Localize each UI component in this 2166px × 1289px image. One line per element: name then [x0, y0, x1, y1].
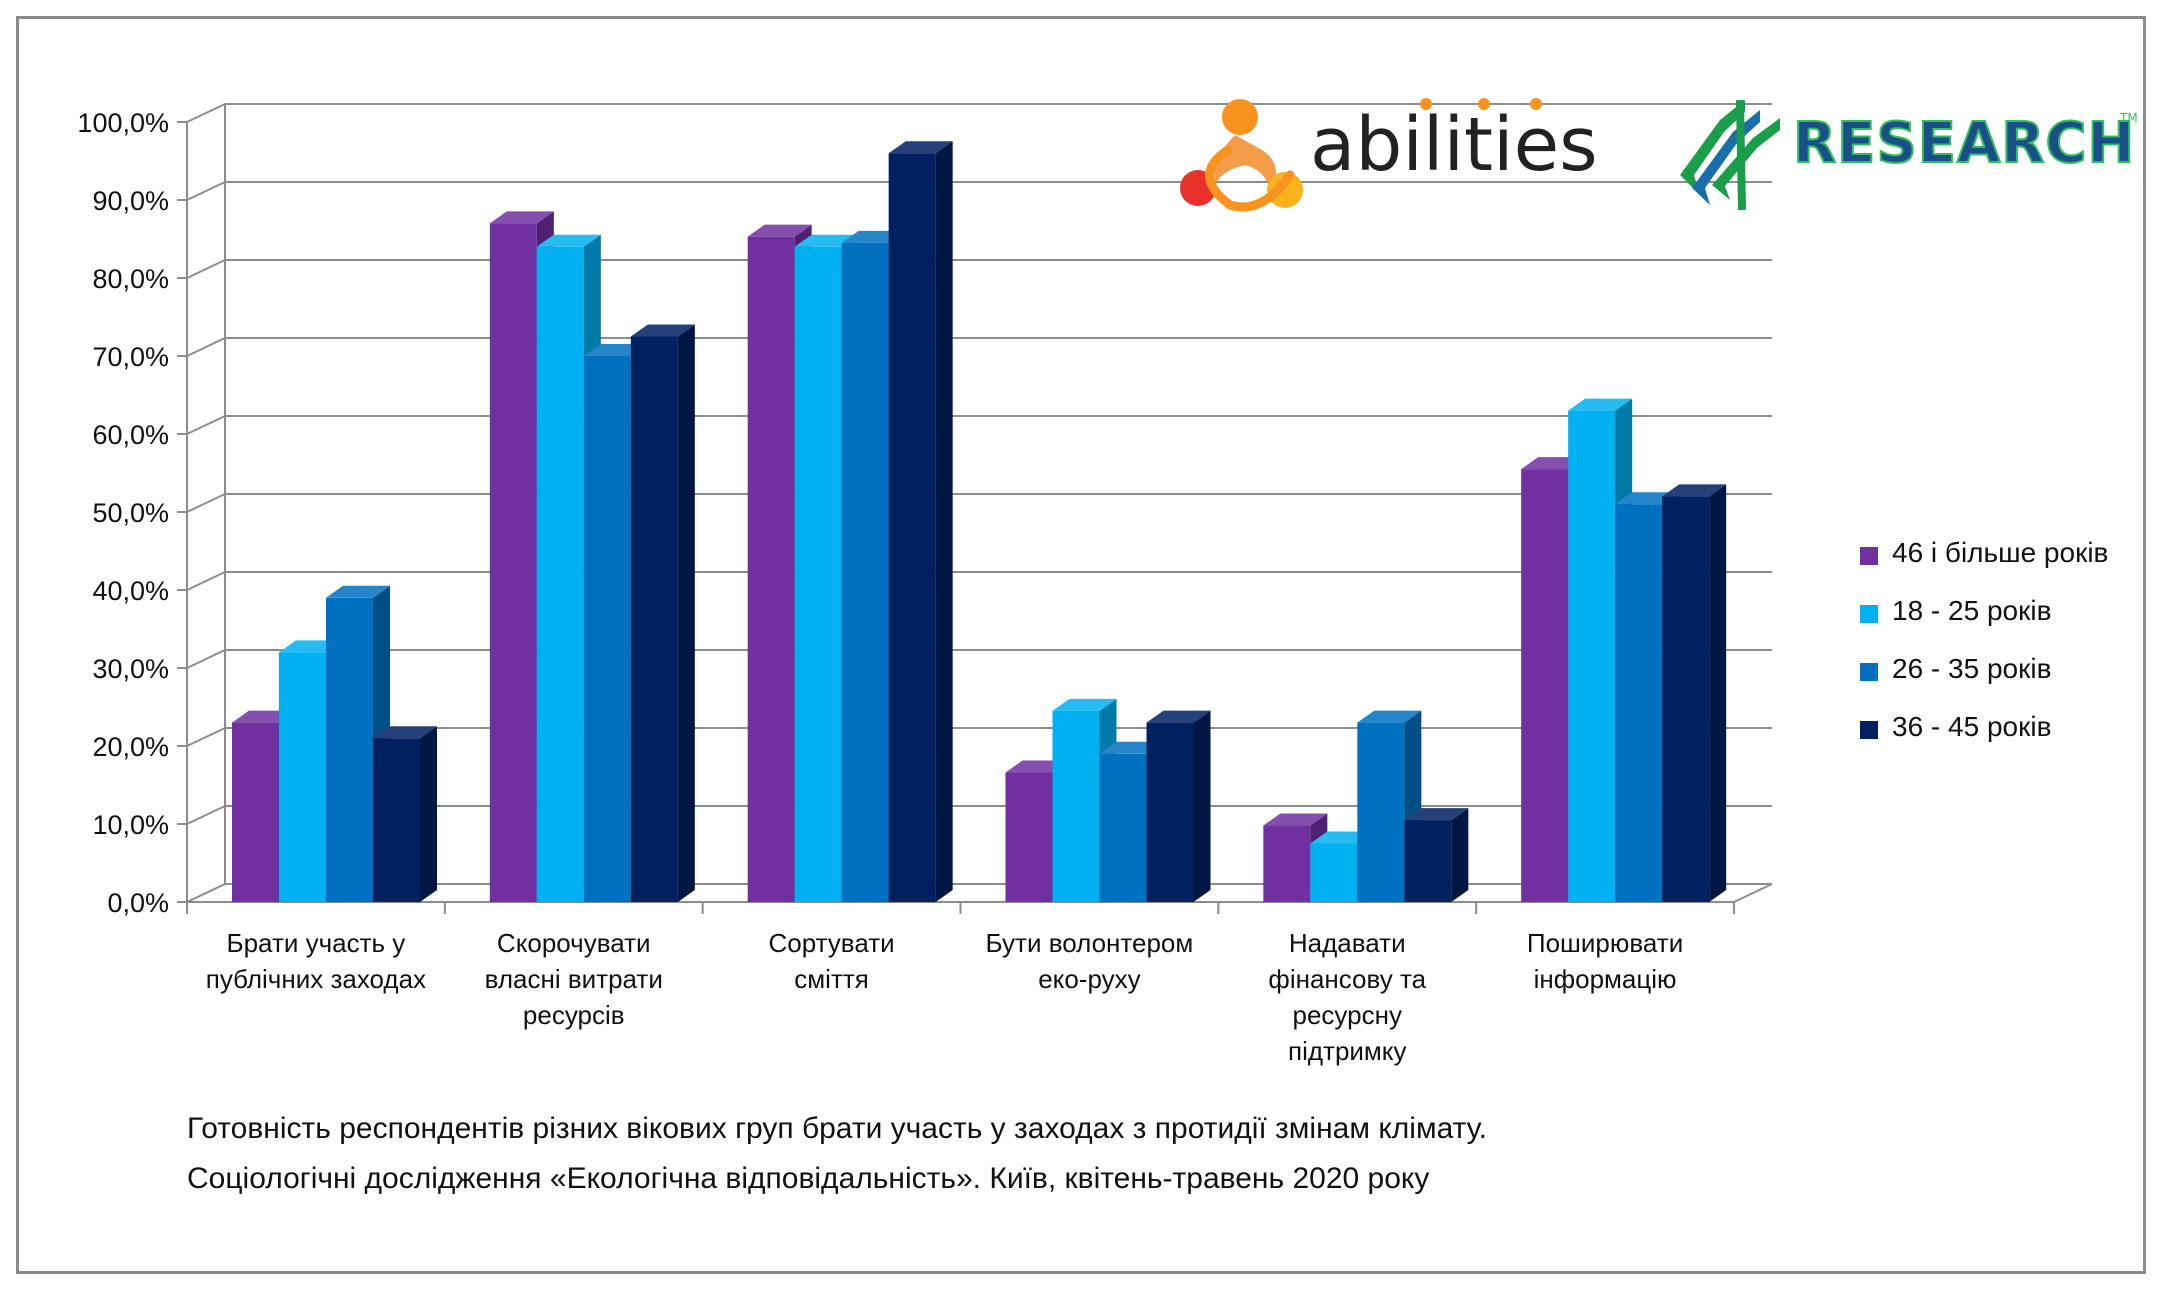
- gridline-side: [186, 181, 226, 201]
- bar-top: [1052, 698, 1117, 711]
- x-tick-label: Поширювати інформацію: [1527, 928, 1683, 994]
- bar-side: [1193, 710, 1211, 902]
- bar-front: [536, 246, 584, 903]
- y-tick-label: 40,0%: [92, 576, 169, 606]
- gridline-side: [186, 805, 226, 825]
- legend-swatch: [1860, 605, 1878, 623]
- y-tick-label: 80,0%: [92, 264, 169, 294]
- bar-top: [630, 324, 695, 337]
- bar-front: [1099, 753, 1147, 902]
- bar-side: [677, 324, 695, 902]
- bar-front: [1615, 504, 1663, 902]
- abilities-logo-icon: [1180, 99, 1303, 212]
- bar-front: [841, 242, 889, 902]
- bar-top: [1568, 398, 1633, 411]
- bar-front: [326, 597, 373, 902]
- gridline-side: [186, 337, 226, 357]
- bar-top: [747, 224, 812, 237]
- gridline-side: [186, 493, 226, 513]
- y-tick-label: 10,0%: [92, 810, 169, 840]
- bar-top: [373, 726, 437, 739]
- abilities-logo-text: abilities: [1310, 102, 1598, 188]
- bar-side: [1451, 808, 1469, 902]
- gridline-side: [186, 259, 226, 279]
- y-tick-label: 50,0%: [92, 498, 169, 528]
- bar-front: [232, 722, 279, 902]
- bar-front: [1568, 410, 1616, 902]
- bar-front: [373, 738, 420, 902]
- bar-top: [489, 211, 554, 224]
- legend-swatch: [1860, 721, 1878, 739]
- research-logo-icon: [1680, 99, 1780, 211]
- bar-top: [888, 141, 953, 154]
- bar: [1404, 808, 1469, 902]
- bar-front: [1052, 710, 1100, 902]
- y-tick-label: 90,0%: [92, 186, 169, 216]
- legend-label: 18 - 25 років: [1892, 595, 2052, 626]
- bar-side: [935, 141, 953, 902]
- bar-top: [1146, 710, 1211, 723]
- legend-label: 26 - 35 років: [1892, 653, 2052, 684]
- trademark-mark: TM: [2119, 111, 2138, 125]
- y-tick-label: 100,0%: [77, 108, 169, 138]
- x-tick-label: Надавати фінансову та ресурсну підтримку: [1268, 928, 1426, 1066]
- bar-front: [489, 223, 537, 902]
- bar: [1146, 710, 1211, 902]
- bar-top: [326, 585, 390, 598]
- gridline-side: [186, 649, 226, 669]
- gridline-side: [186, 415, 226, 435]
- x-tick-label: Скорочувати власні витрати ресурсів: [485, 928, 663, 1030]
- bar-front: [888, 153, 936, 902]
- bar-side: [1709, 484, 1727, 902]
- bar: [630, 324, 695, 902]
- x-tick-label: Бути волонтером еко-руху: [986, 928, 1194, 994]
- bar-front: [1263, 825, 1311, 902]
- bar-front: [1404, 820, 1452, 902]
- bar-top: [1662, 484, 1727, 497]
- legend-swatch: [1860, 547, 1878, 565]
- bar: [1357, 710, 1422, 902]
- bar: [373, 726, 437, 902]
- bar-front: [1662, 496, 1710, 902]
- bar: [888, 141, 953, 902]
- bar-top: [536, 234, 601, 247]
- gridline-side: [186, 727, 226, 747]
- bar-front: [1005, 772, 1053, 902]
- bar-front: [630, 336, 678, 902]
- bar-top: [1404, 808, 1469, 821]
- gridline-side: [186, 103, 226, 123]
- bar-front: [747, 236, 795, 902]
- bar-front: [583, 356, 631, 902]
- bar-top: [1263, 813, 1328, 826]
- caption-line-2: Соціологічні дослідження «Екологічна від…: [187, 1162, 1430, 1195]
- x-tick-label: Брати участь у публічних заходах: [206, 928, 426, 994]
- x-tick-label: Сортувати сміття: [768, 928, 894, 994]
- bar-front: [1521, 469, 1569, 902]
- y-tick-label: 0,0%: [107, 888, 169, 918]
- y-tick-label: 70,0%: [92, 342, 169, 372]
- bar-front: [794, 246, 842, 903]
- bar-front: [279, 652, 326, 902]
- gridline-side: [186, 571, 226, 591]
- legend-label: 46 і більше років: [1892, 537, 2109, 568]
- caption-line-1: Готовність респондентів різних вікових г…: [187, 1112, 1488, 1145]
- bar: [1662, 484, 1727, 902]
- bar-top: [1357, 710, 1422, 723]
- y-tick-label: 20,0%: [92, 732, 169, 762]
- bar-front: [1146, 722, 1194, 902]
- bar-front: [1357, 722, 1405, 902]
- gridline-side: [186, 883, 226, 903]
- bar-side: [420, 726, 437, 902]
- y-tick-label: 60,0%: [92, 420, 169, 450]
- y-tick-label: 30,0%: [92, 654, 169, 684]
- legend-swatch: [1860, 663, 1878, 681]
- bar-front: [1310, 843, 1358, 902]
- x-axis-side: [1733, 883, 1773, 903]
- research-logo-text: RESEARCH: [1793, 111, 2135, 176]
- legend-label: 36 - 45 років: [1892, 711, 2052, 742]
